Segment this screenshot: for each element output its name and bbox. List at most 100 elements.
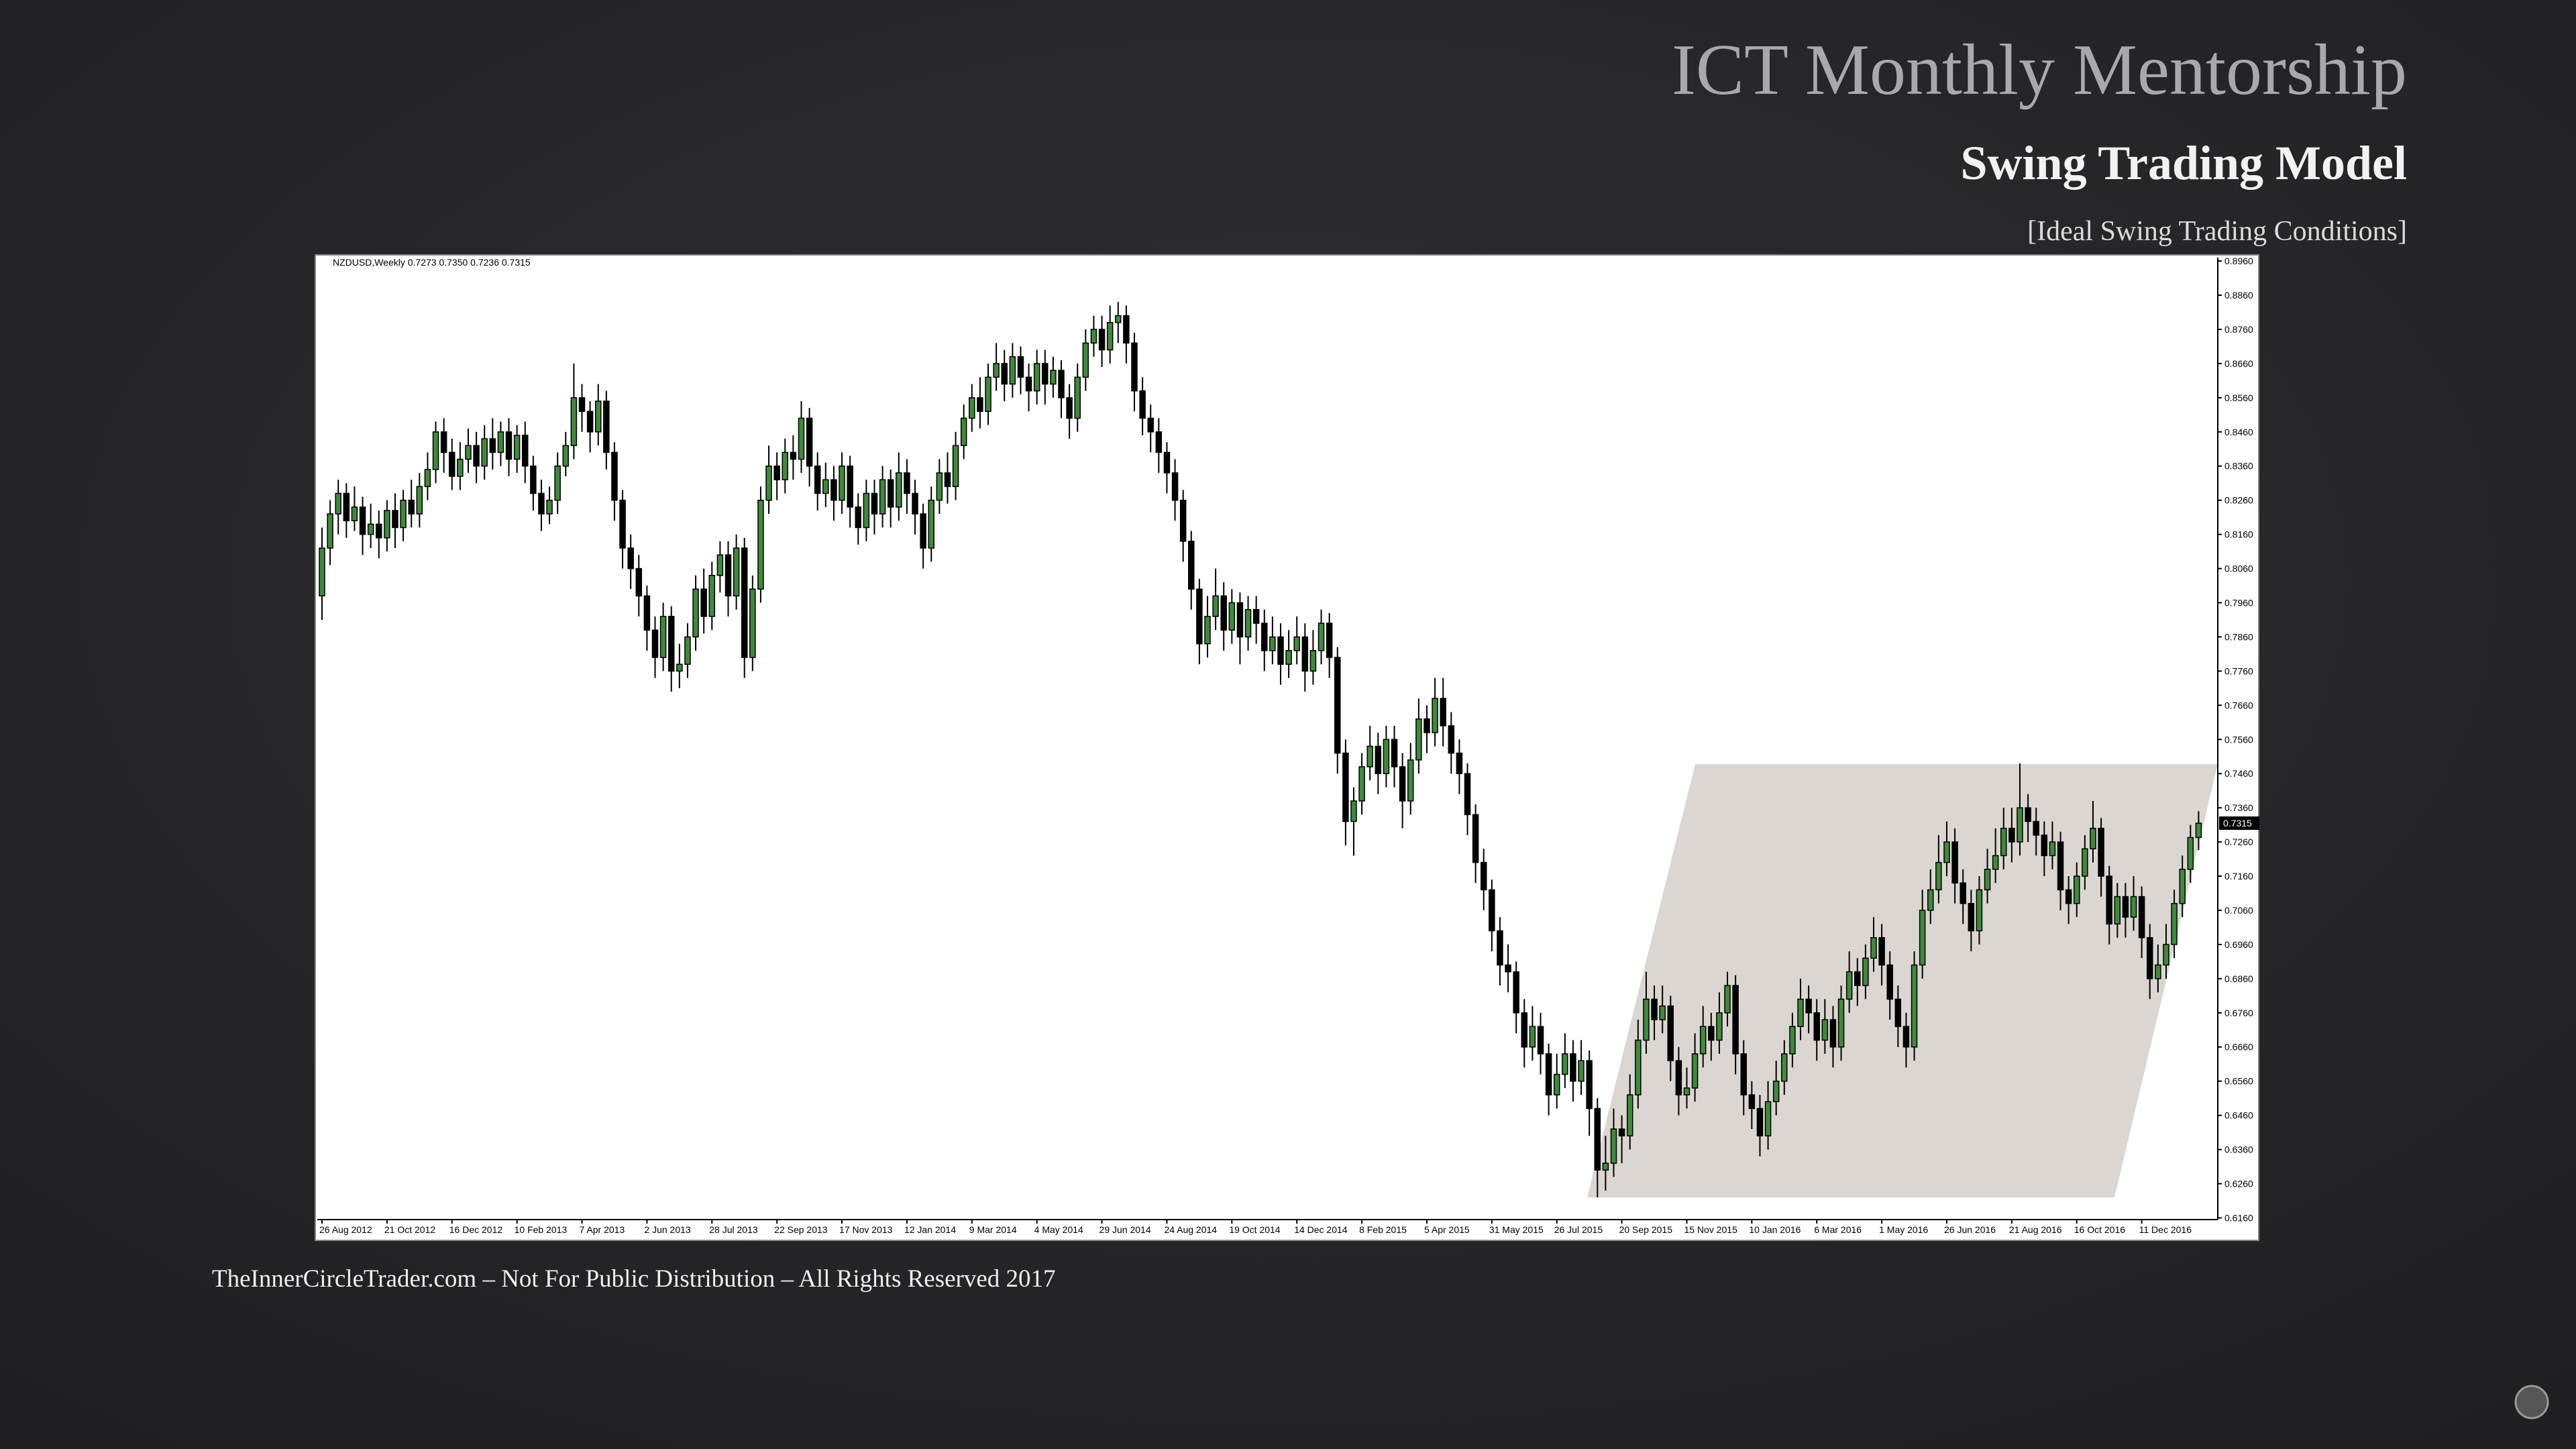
x-tick-label: 22 Sep 2013 (774, 1224, 828, 1235)
x-tick-label: 10 Jan 2016 (1749, 1224, 1801, 1235)
candle-body (716, 554, 724, 576)
candle-body (546, 499, 553, 515)
candle-body (1383, 739, 1390, 774)
candle-body (1293, 636, 1300, 651)
candle-body (806, 417, 813, 467)
candle-body (1935, 861, 1942, 891)
candle-body (1017, 356, 1024, 378)
candle-body (465, 445, 472, 460)
candle-body (2122, 896, 2129, 918)
candle-body (1301, 636, 1309, 672)
candle-body (1618, 1128, 1625, 1136)
candle-body (1919, 910, 1926, 966)
candle-body (1635, 1039, 1642, 1095)
chart: 0.6160 0.6260 0.6360 0.6460 0.6560 0.6660 0.67… (319, 256, 2259, 1235)
candle-body (1610, 1128, 1617, 1164)
candle-body (1578, 1060, 1585, 1082)
candle-body (392, 510, 398, 529)
y-tick-label: 0.6760 (2224, 1008, 2253, 1018)
candle-body (2017, 807, 2023, 843)
candle-body (887, 479, 894, 508)
candle-body (912, 492, 918, 515)
x-tick-label: 19 Oct 2014 (1229, 1224, 1280, 1235)
candle-body (1529, 1026, 1536, 1048)
candle-body (1106, 322, 1114, 351)
candle-body (749, 588, 756, 658)
candle-body (993, 363, 1000, 378)
candle-body (1261, 623, 1268, 651)
x-tick-label: 21 Oct 2012 (384, 1224, 435, 1235)
candle-body (700, 588, 707, 617)
candle-body (1399, 766, 1406, 802)
candle-body (1123, 315, 1130, 344)
candle-body (505, 431, 513, 460)
candle-body (1716, 1012, 1723, 1041)
candle-body (839, 465, 845, 501)
candle-body (1139, 390, 1146, 419)
y-tick-label: 0.8460 (2224, 427, 2253, 437)
candle-body (1309, 650, 1317, 672)
candle-body (1147, 417, 1154, 433)
x-tick-label: 16 Oct 2016 (2074, 1224, 2125, 1235)
candle-body (1984, 869, 1991, 891)
candle-body (1326, 623, 1333, 658)
candle-body (1878, 936, 1885, 966)
candle-body (1643, 998, 1650, 1041)
candle-body (1886, 964, 1893, 1000)
candle-body (871, 492, 878, 515)
candle-body (977, 397, 983, 412)
candle-body (863, 492, 870, 529)
candle-body (449, 451, 455, 477)
candle-body (1854, 971, 1861, 986)
candle-body (424, 469, 431, 488)
candle-body (481, 438, 488, 467)
last-price-box (2219, 816, 2259, 830)
candle-body (1797, 998, 1804, 1027)
candle-body (904, 472, 910, 494)
candle-body (1480, 861, 1487, 891)
candle-body (2163, 944, 2169, 966)
x-tick-label: 4 May 2014 (1034, 1224, 1083, 1235)
candle-body (1805, 998, 1812, 1014)
candle-body (1553, 1073, 1560, 1095)
candle-body (1009, 356, 1016, 385)
y-tick-label: 0.6260 (2224, 1179, 2253, 1189)
x-tick-label: 11 Dec 2016 (2139, 1224, 2192, 1235)
y-tick-label: 0.8160 (2224, 529, 2253, 540)
y-tick-label: 0.6960 (2224, 939, 2253, 950)
candle-body (692, 588, 699, 638)
candle-body (2106, 875, 2112, 925)
candle-body (659, 616, 667, 658)
y-tick-label: 0.6560 (2224, 1076, 2253, 1087)
x-tick-label: 9 Mar 2014 (969, 1224, 1017, 1235)
candle-body (1902, 1026, 1910, 1048)
y-tick-label: 0.7960 (2224, 598, 2253, 608)
candle-body (376, 523, 382, 539)
candle-body (1992, 855, 1999, 870)
candle-body (2130, 896, 2137, 918)
candle-body (1375, 745, 1382, 774)
candle-body (1911, 964, 1918, 1048)
x-tick-label: 16 Dec 2012 (449, 1224, 503, 1235)
candle-body (2082, 848, 2088, 877)
candle-body (1505, 964, 1511, 973)
y-tick-label: 0.7860 (2224, 631, 2253, 642)
candle-body (327, 513, 333, 549)
candle-body (1334, 657, 1341, 754)
candle-body (570, 397, 578, 446)
candle-body (513, 435, 521, 460)
candle-body (1098, 329, 1106, 351)
candle-body (1391, 739, 1398, 767)
candle-body (798, 417, 805, 460)
candle-body (1358, 766, 1365, 802)
candle-body (2008, 827, 2015, 843)
x-tick-label: 28 Jul 2013 (709, 1224, 758, 1235)
candle-body (1837, 998, 1845, 1048)
x-tick-label: 14 Dec 2014 (1294, 1224, 1348, 1235)
y-tick-label: 0.8860 (2224, 290, 2253, 301)
candle-body (1115, 315, 1122, 323)
candle-body (1155, 431, 1163, 453)
y-tick-label: 0.6860 (2224, 973, 2253, 984)
candle-body (1789, 1026, 1796, 1055)
